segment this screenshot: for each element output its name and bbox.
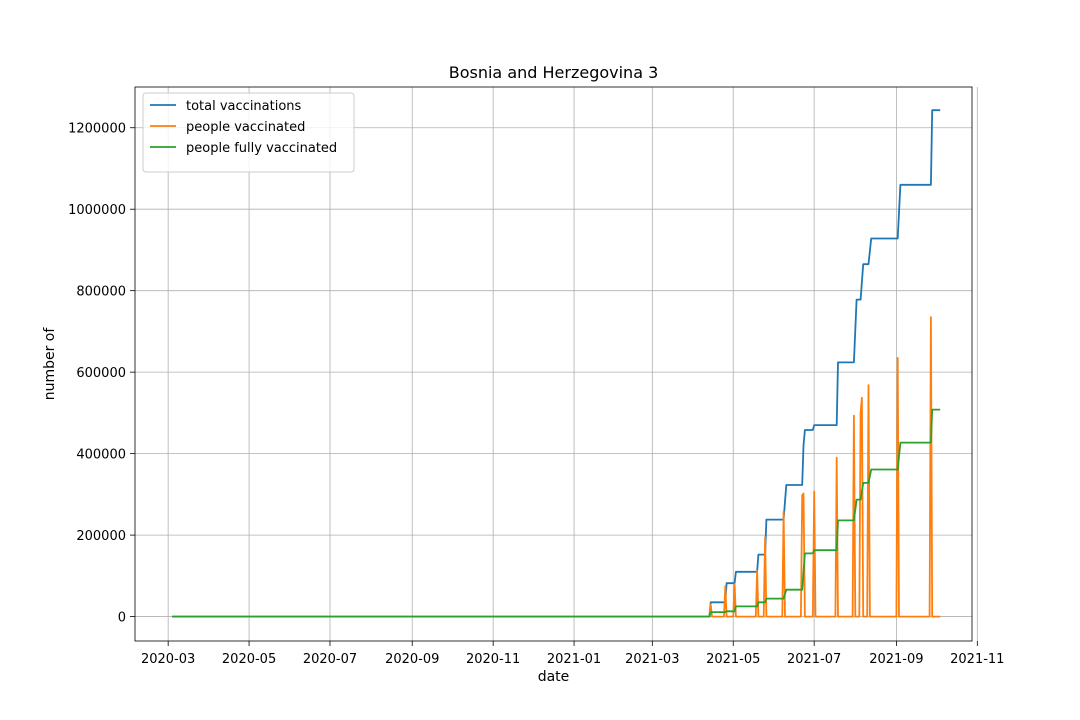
x-tick-label: 2020-03: [141, 652, 195, 667]
plot-frame: [134, 86, 973, 642]
x-tick-label: 2020-11: [466, 652, 520, 667]
x-tick-label: 2020-09: [385, 652, 439, 667]
axes: 2020-03 2020-05 2020-07 2020-09 2020-11 2021-…: [68, 86, 1004, 667]
legend-label: people vaccinated: [186, 120, 305, 135]
x-tick-label: 2021-05: [706, 652, 760, 667]
x-tick-label: 2021-09: [869, 652, 923, 667]
y-tick-label: 800000: [76, 285, 126, 300]
x-tick-label: 2021-03: [625, 652, 679, 667]
y-axis-label: number of: [42, 327, 58, 401]
series-line-2: [172, 316, 941, 618]
x-tick-label: 2021-01: [547, 652, 601, 667]
legend-box: [142, 92, 355, 173]
y-tick-label: 400000: [76, 448, 126, 463]
y-tick-label: 0: [118, 611, 126, 626]
legend-label: total vaccinations: [186, 99, 302, 114]
series-line-3: [172, 408, 941, 618]
grid-lines: [135, 87, 978, 641]
chart-title: Bosnia and Herzegovina 3: [449, 63, 659, 82]
x-tick-label: 2020-05: [222, 652, 276, 667]
series-lines: [172, 109, 941, 618]
legend-label: people fully vaccinated: [186, 141, 337, 156]
x-tick-label: 2021-11: [950, 652, 1004, 667]
x-tick-label: 2021-07: [787, 652, 841, 667]
y-tick-label: 1000000: [68, 203, 126, 218]
y-tick-label: 600000: [76, 366, 126, 381]
x-axis-label: date: [538, 669, 570, 685]
x-tick-label: 2020-07: [303, 652, 357, 667]
y-tick-label: 1200000: [68, 122, 126, 137]
legend: total vaccinations people vaccinated peopl…: [142, 92, 355, 173]
y-tick-label: 200000: [76, 529, 126, 544]
